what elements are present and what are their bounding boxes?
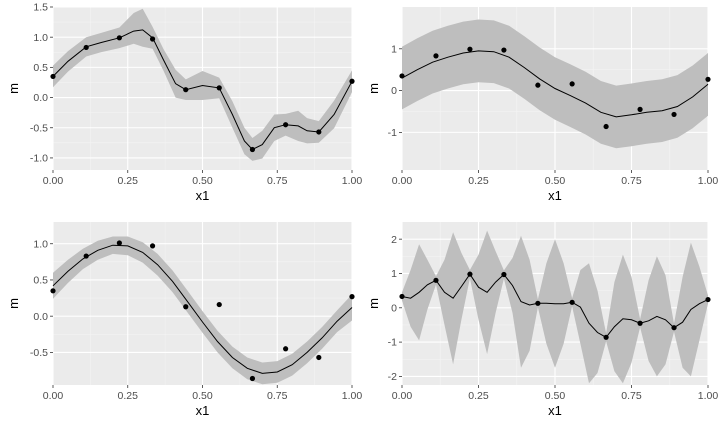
- y-tick-label: 2: [391, 234, 397, 246]
- x-tick-label: 0.75: [621, 175, 642, 187]
- x-axis-title: x1: [548, 403, 562, 418]
- y-tick-label: 1.0: [33, 238, 48, 250]
- y-tick-label: -1: [388, 127, 397, 139]
- data-point: [399, 293, 405, 300]
- x-tick-label: 0.25: [468, 175, 489, 187]
- data-point: [467, 46, 473, 52]
- data-point: [569, 299, 575, 305]
- data-point: [637, 320, 643, 326]
- data-point: [671, 111, 677, 118]
- data-point: [349, 294, 355, 300]
- fit-line: [401, 273, 709, 338]
- data-point: [535, 300, 541, 306]
- data-point: [467, 271, 473, 277]
- x-tick-label: 0.50: [192, 390, 213, 402]
- y-tick-label: 0: [391, 302, 397, 314]
- data-point: [316, 354, 322, 361]
- confidence-band: [53, 8, 352, 161]
- x-tick-label: 0.25: [118, 390, 139, 402]
- x-tick-label: 0.75: [621, 390, 642, 402]
- data-point: [50, 288, 56, 294]
- panel-4: 0.00 0.25 0.50 0.75 1.00 -2 -1 0 1 2 x1 m: [366, 222, 718, 418]
- data-point: [83, 253, 89, 259]
- x-tick-label: 0.75: [267, 390, 288, 402]
- x-tick-label: 0.00: [43, 390, 64, 402]
- data-point: [501, 271, 507, 278]
- x-tick-label: 0.00: [392, 175, 413, 187]
- y-axis-title: m: [366, 83, 381, 94]
- data-point: [216, 301, 222, 308]
- data-point: [433, 53, 439, 59]
- y-tick-label: 1: [391, 43, 397, 55]
- data-point: [216, 85, 222, 91]
- x-tick-label: 0.50: [545, 175, 566, 187]
- y-tick-label: -1: [388, 337, 397, 349]
- data-point: [50, 73, 56, 80]
- x-tick-label: 0.25: [118, 175, 139, 187]
- data-point: [535, 82, 541, 88]
- y-tick-label: 0.5: [33, 62, 48, 74]
- data-point: [149, 243, 156, 249]
- panel-3: 0.00 0.25 0.50 0.75 1.00 -0.5 0.0 0.5 1.0 x1 m: [6, 222, 362, 418]
- y-tick-label: 0.5: [33, 275, 48, 287]
- data-point: [116, 35, 122, 41]
- data-point: [671, 325, 677, 331]
- data-point: [705, 76, 711, 82]
- data-point: [116, 240, 122, 246]
- data-point: [603, 334, 609, 340]
- data-point: [399, 73, 405, 79]
- y-tick-label: 0.0: [33, 311, 48, 323]
- data-point: [501, 47, 507, 53]
- data-point: [83, 44, 89, 51]
- y-axis-title: m: [366, 298, 381, 309]
- x-tick-label: 0.00: [43, 175, 64, 187]
- data-point: [603, 123, 609, 130]
- y-tick-label: 1.5: [33, 2, 48, 14]
- fit-line: [52, 244, 353, 374]
- data-point: [149, 36, 156, 42]
- y-tick-label: -1.0: [30, 153, 48, 165]
- y-tick-label: -2: [388, 371, 397, 383]
- data-point: [283, 122, 289, 128]
- data-point: [249, 375, 256, 382]
- x-axis-title: x1: [196, 403, 210, 418]
- x-axis-title: x1: [196, 188, 210, 203]
- x-tick-label: 1.00: [698, 390, 718, 402]
- y-tick-label: 1: [391, 268, 397, 280]
- panel-1: 0.00 0.25 0.50 0.75 1.00 -1.0 -0.5 0.0 0.5 1.0 1.5…: [6, 2, 362, 203]
- fit-line: [401, 50, 709, 118]
- x-tick-label: 1.00: [342, 175, 363, 187]
- y-axis-title: m: [6, 298, 21, 309]
- data-point: [183, 87, 189, 93]
- y-tick-label: 0.0: [33, 92, 48, 104]
- x-tick-label: 0.50: [192, 175, 213, 187]
- y-tick-label: -0.5: [30, 122, 48, 134]
- x-tick-label: 0.25: [468, 390, 489, 402]
- panel-2: 0.00 0.25 0.50 0.75 1.00 -1 0 1 x1 m: [366, 7, 718, 203]
- confidence-band: [402, 230, 708, 384]
- x-tick-label: 1.00: [342, 390, 363, 402]
- data-point: [349, 78, 355, 84]
- data-point: [316, 129, 322, 135]
- data-point: [283, 346, 289, 352]
- data-point: [183, 304, 189, 310]
- y-tick-label: -0.5: [30, 347, 48, 359]
- data-point: [705, 296, 711, 303]
- x-tick-label: 0.75: [267, 175, 288, 187]
- data-point: [569, 81, 575, 87]
- y-tick-label: 1.0: [33, 32, 48, 44]
- x-axis-title: x1: [548, 188, 562, 203]
- fit-line: [52, 29, 353, 151]
- x-tick-label: 0.50: [545, 390, 566, 402]
- y-tick-label: 0: [391, 85, 397, 97]
- data-point: [637, 106, 643, 112]
- data-point: [249, 146, 256, 153]
- x-tick-label: 0.00: [392, 390, 413, 402]
- confidence-band: [402, 19, 708, 149]
- confidence-band: [53, 236, 352, 385]
- data-point: [433, 277, 439, 283]
- x-tick-label: 1.00: [698, 175, 718, 187]
- y-axis-title: m: [6, 83, 21, 94]
